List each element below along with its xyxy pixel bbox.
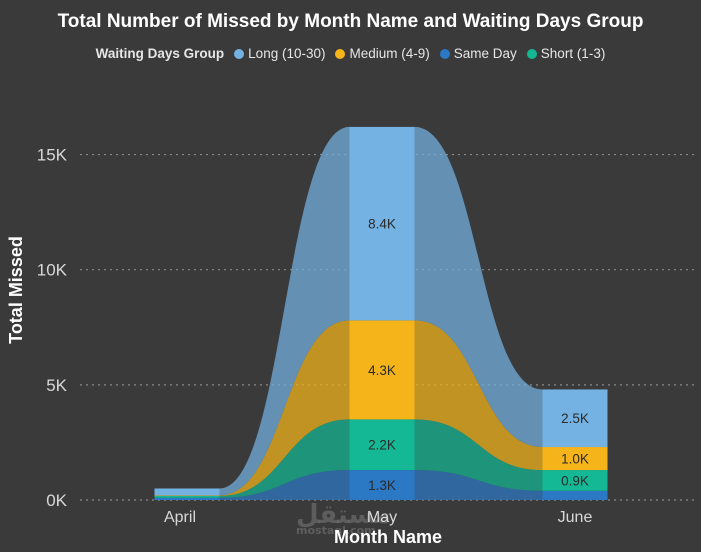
legend-item[interactable]: Same Day [439, 46, 517, 61]
watermark-subtext: mostaql.com [296, 524, 376, 537]
watermark-logo: مستقل mostaql.com [296, 500, 391, 537]
watermark-text: مستقل [296, 500, 392, 530]
ribbon-short-1-3- [414, 419, 543, 491]
x-tick-label: April [164, 509, 196, 526]
bar-segment [154, 497, 220, 500]
bar-segment [542, 389, 608, 448]
data-label: 8.4K [368, 217, 396, 232]
legend-label: Long (10-30) [248, 46, 326, 61]
y-axis-title: Total Missed [6, 236, 26, 344]
legend-swatch [526, 48, 537, 59]
bar-segment [349, 470, 415, 500]
legend-label: Medium (4-9) [349, 46, 430, 61]
legend-label: Short (1-3) [540, 46, 606, 61]
y-tick-label: 5K [46, 376, 67, 395]
ribbon-medium-4-9- [219, 320, 350, 496]
ribbon-long-10-30- [219, 126, 350, 496]
legend-item[interactable]: Short (1-3) [526, 46, 606, 61]
data-label: 4.3K [368, 363, 396, 378]
legend-swatch [439, 48, 450, 59]
legend: Waiting Days Group Long (10-30) Medium (4… [0, 46, 701, 61]
bar-segment [154, 495, 220, 498]
legend-item[interactable]: Long (10-30) [234, 46, 325, 61]
bar-segment [154, 488, 220, 496]
y-tick-label: 0K [46, 491, 67, 510]
legend-swatch [335, 48, 346, 59]
data-label: 1.3K [368, 478, 396, 493]
y-tick-label: 15K [37, 146, 68, 165]
bar-segment [154, 495, 220, 496]
ribbon-long-10-30- [414, 126, 543, 448]
bar-segment [349, 419, 415, 471]
ribbon-short-1-3- [219, 419, 350, 498]
data-label: 1.0K [561, 452, 589, 467]
ribbon-medium-4-9- [414, 320, 543, 471]
legend-label: Same Day [453, 46, 517, 61]
bar-segment [349, 320, 415, 420]
ribbon-same-day [219, 470, 350, 500]
bar-segment [542, 490, 608, 500]
x-tick-label: June [558, 509, 593, 526]
x-tick-label: May [367, 509, 397, 526]
legend-title: Waiting Days Group [95, 46, 225, 61]
x-axis-title: Month Name [334, 527, 442, 547]
bar-segment [542, 470, 608, 491]
y-tick-label: 10K [37, 261, 68, 280]
data-label: 0.9K [561, 473, 589, 488]
data-label: 2.5K [561, 411, 589, 426]
chart-title: Total Number of Missed by Month Name and… [57, 11, 644, 32]
bar-segment [542, 447, 608, 471]
legend-item[interactable]: Medium (4-9) [335, 46, 430, 61]
bar-segment [349, 126, 415, 321]
ribbon-same-day [414, 470, 543, 500]
data-label: 2.2K [368, 438, 396, 453]
legend-swatch [234, 48, 245, 59]
